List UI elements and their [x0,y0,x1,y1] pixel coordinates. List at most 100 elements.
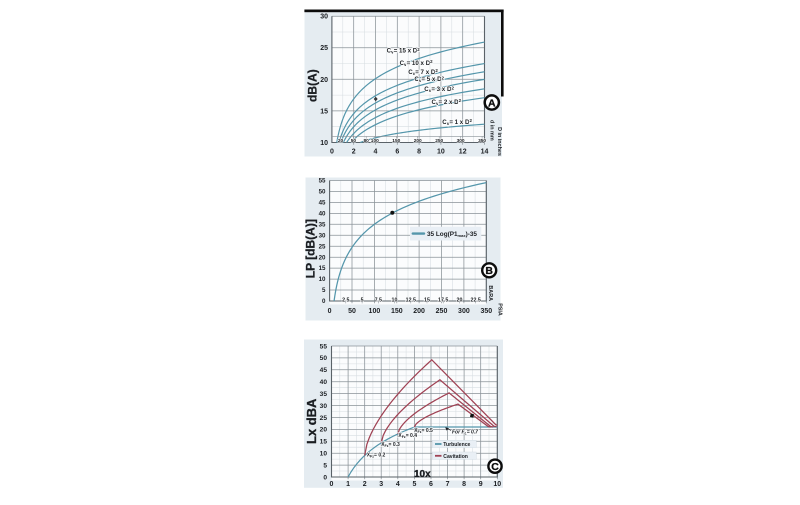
svg-text:For FL= 0.7: For FL= 0.7 [452,429,478,435]
svg-text:20: 20 [338,138,344,144]
svg-text:15: 15 [424,297,430,303]
svg-text:XFz= 0.5: XFz= 0.5 [414,428,433,434]
svg-text:55: 55 [319,178,326,185]
svg-text:dB(A): dB(A) [305,69,319,102]
svg-text:Cv= 1 x D2: Cv= 1 x D2 [442,118,472,126]
svg-text:250: 250 [435,138,443,144]
svg-text:30: 30 [320,14,328,21]
svg-text:C: C [491,461,499,473]
svg-text:Turbulence: Turbulence [443,442,470,448]
svg-text:10: 10 [493,481,501,488]
svg-text:5: 5 [322,287,326,294]
svg-text:45: 45 [319,200,326,207]
svg-text:XFz= 0.2: XFz= 0.2 [367,452,386,458]
svg-text:45: 45 [320,367,328,374]
svg-text:35 Log(P1max)-35: 35 Log(P1max)-35 [427,231,477,238]
svg-text:4: 4 [374,148,378,155]
svg-text:30: 30 [320,403,328,410]
svg-text:55: 55 [320,343,328,350]
svg-text:d in mm: d in mm [488,120,494,141]
svg-text:6: 6 [429,481,433,488]
svg-text:8: 8 [462,481,466,488]
svg-text:A: A [488,97,496,109]
svg-text:7.5: 7.5 [375,297,382,303]
svg-text:10: 10 [319,276,326,283]
svg-text:300: 300 [458,308,470,315]
svg-text:0: 0 [323,474,327,481]
svg-text:15: 15 [319,265,326,272]
svg-text:2: 2 [352,148,356,155]
svg-text:100: 100 [371,138,379,144]
svg-text:350: 350 [478,138,486,144]
svg-text:20: 20 [320,427,328,434]
svg-text:LP [dB(A)]: LP [dB(A)] [304,219,318,278]
svg-text:9: 9 [479,481,483,488]
svg-text:35: 35 [319,221,326,228]
svg-text:17.5: 17.5 [438,297,448,303]
svg-text:50: 50 [348,308,356,315]
svg-text:6: 6 [395,148,399,155]
svg-text:30: 30 [319,232,326,239]
svg-text:50: 50 [351,138,357,144]
svg-text:15: 15 [320,439,328,446]
svg-text:B: B [485,265,493,277]
svg-text:Cv= 2 x D2: Cv= 2 x D2 [431,98,461,106]
svg-text:0: 0 [330,481,334,488]
svg-text:200: 200 [413,308,425,315]
svg-text:0: 0 [322,298,326,305]
svg-text:40: 40 [319,211,326,218]
svg-text:350: 350 [480,308,492,315]
svg-text:50: 50 [320,355,328,362]
svg-text:20: 20 [319,254,326,261]
svg-text:D in inches: D in inches [496,127,502,156]
svg-text:10: 10 [437,148,445,155]
svg-text:5: 5 [361,297,364,303]
svg-text:5: 5 [323,462,327,469]
svg-text:4: 4 [396,481,400,488]
svg-text:10: 10 [320,140,328,147]
svg-text:35: 35 [320,391,328,398]
svg-text:200: 200 [414,138,422,144]
svg-text:300: 300 [457,138,465,144]
svg-text:Cv= 10 x D2: Cv= 10 x D2 [400,59,434,67]
svg-text:10x: 10x [414,469,431,480]
svg-text:0: 0 [328,308,332,315]
svg-text:40: 40 [320,379,328,386]
svg-text:2: 2 [363,481,367,488]
svg-text:25: 25 [319,243,326,250]
svg-text:0: 0 [330,148,334,155]
svg-text:10: 10 [392,297,398,303]
svg-text:15: 15 [320,108,328,115]
svg-text:12: 12 [459,148,467,155]
svg-text:10: 10 [320,451,328,458]
svg-text:100: 100 [369,308,381,315]
svg-text:BARA: BARA [487,285,493,301]
svg-text:Lx dBA: Lx dBA [304,398,319,444]
svg-text:Cv= 15 x D2: Cv= 15 x D2 [387,47,421,55]
svg-text:14: 14 [481,148,489,155]
svg-text:12.5: 12.5 [406,297,416,303]
svg-text:150: 150 [391,308,403,315]
svg-text:150: 150 [392,138,400,144]
svg-text:20: 20 [320,77,328,84]
svg-text:3: 3 [379,481,383,488]
svg-text:20: 20 [457,297,463,303]
svg-text:5: 5 [412,481,416,488]
svg-text:50: 50 [319,189,326,196]
svg-text:22.5: 22.5 [471,297,481,303]
svg-text:25: 25 [320,45,328,52]
svg-text:7: 7 [446,481,450,488]
svg-text:2.5: 2.5 [342,297,349,303]
svg-text:8: 8 [417,148,421,155]
svg-text:Cv= 7 x D2: Cv= 7 x D2 [408,68,438,76]
svg-text:80: 80 [364,138,370,144]
svg-text:Cv= 5 x D2: Cv= 5 x D2 [414,75,444,83]
svg-text:Cv= 3 x D2: Cv= 3 x D2 [424,85,454,93]
svg-text:250: 250 [436,308,448,315]
svg-text:25: 25 [320,415,328,422]
svg-text:1: 1 [346,481,350,488]
svg-text:XFz= 0.4: XFz= 0.4 [398,433,417,439]
svg-text:PSIA: PSIA [496,303,502,316]
svg-text:Cavitation: Cavitation [443,454,468,460]
svg-text:XFz= 0.3: XFz= 0.3 [381,442,400,448]
